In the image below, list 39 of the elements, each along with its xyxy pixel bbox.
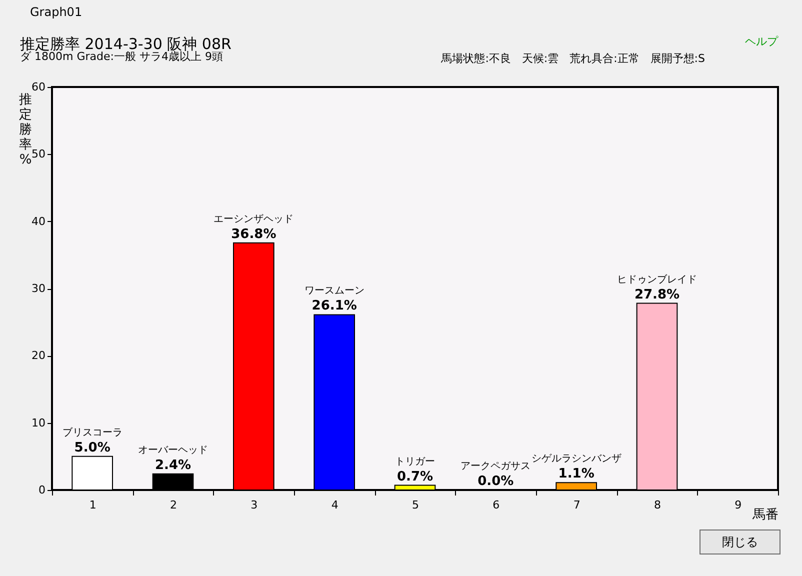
- annotation: エーシンザヘッド: [214, 214, 294, 225]
- annotation: アークペガサス: [460, 461, 531, 472]
- chart-subtitle: ダ 1800m Grade:一般 サラ4歳以上 9頭: [20, 50, 223, 63]
- text: ヘルプ: [745, 35, 779, 48]
- data-label: 36.8%: [231, 226, 276, 242]
- x-axis-title: 馬番: [752, 508, 778, 522]
- x-tick-label: 9: [734, 498, 742, 512]
- annotation: トリガー: [395, 456, 435, 468]
- y-tick-label: 10: [32, 416, 46, 430]
- text: 馬場状態:不良 天候:雲 荒れ具合:正常 展開予想:S: [440, 52, 706, 65]
- data-label: 0.0%: [478, 474, 514, 489]
- x-tick-label: 4: [331, 498, 338, 512]
- annotation: ワースムーン: [304, 286, 364, 297]
- x-tick-label: 8: [654, 498, 661, 512]
- x-tick-label: 5: [412, 498, 419, 512]
- y-tick-label: 30: [32, 282, 46, 295]
- x-tick-label: 3: [250, 498, 258, 512]
- y-axis-title: 推定勝率%: [19, 92, 32, 168]
- annotation: ブリスコーラ: [62, 426, 122, 438]
- y-tick-label: 40: [32, 214, 46, 228]
- data-label: 27.8%: [634, 287, 680, 302]
- data-label: 2.4%: [154, 458, 192, 473]
- data-label: 26.1%: [312, 298, 357, 314]
- data-label: 0.7%: [396, 469, 434, 484]
- caption: Graph01: [30, 5, 82, 19]
- x-tick-label: 7: [573, 498, 580, 512]
- annotation: ヒドゥンブレイド: [617, 273, 697, 286]
- annotation: オーバーヘッド: [138, 444, 208, 456]
- text: 閉じる: [722, 535, 758, 549]
- x-tick-label: 6: [492, 498, 500, 512]
- data-label: 1.1%: [558, 466, 594, 482]
- y-tick-label: 60: [32, 80, 46, 94]
- x-tick-label: 2: [170, 498, 177, 512]
- y-tick-label: 0: [38, 484, 46, 496]
- annotation: シゲルラシンバンザ: [531, 454, 622, 465]
- y-tick-label: 20: [32, 349, 46, 362]
- data-label: 5.0%: [74, 440, 110, 456]
- x-tick-label: 1: [89, 498, 96, 512]
- y-tick-label: 50: [32, 148, 46, 161]
